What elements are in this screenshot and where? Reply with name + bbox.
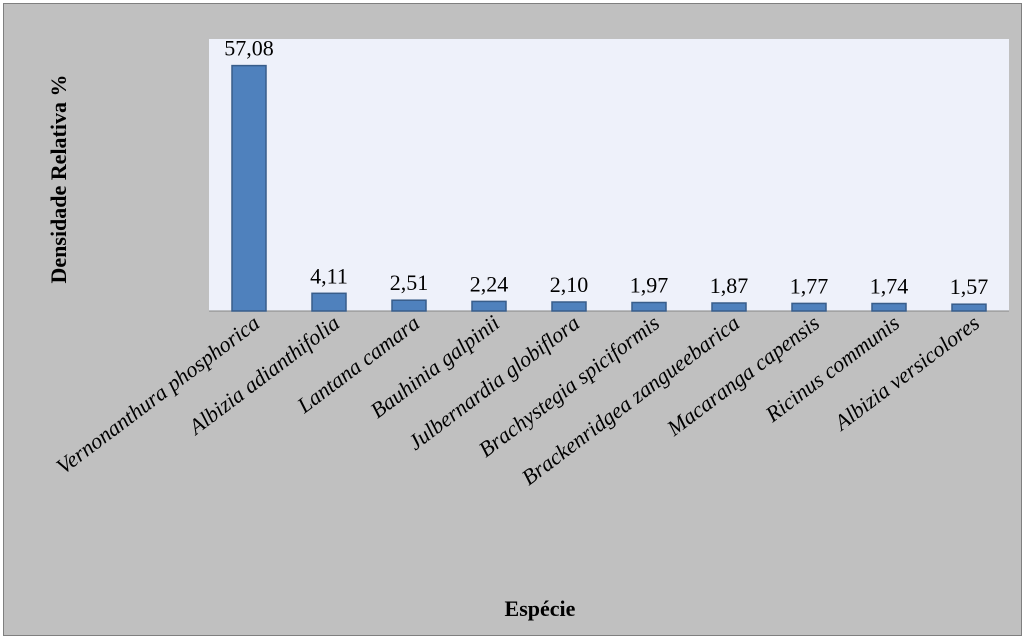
- chart-frame: 57,08 4,11 2,51 2,24 2,10 1,97 1,87 1,77 1,74 1,5…: [3, 3, 1022, 636]
- bar-8: [791, 302, 827, 312]
- y-axis-title: Densidade Relativa %: [46, 75, 71, 284]
- data-label-8: 1,77: [790, 273, 829, 298]
- bar-7: [711, 302, 747, 312]
- bar-9: [871, 302, 907, 312]
- data-label-1: 57,08: [224, 36, 274, 61]
- bar-6: [631, 301, 667, 312]
- data-label-6: 1,97: [630, 273, 669, 298]
- bar-1: [231, 64, 267, 312]
- bars-group: [231, 64, 987, 312]
- bar-2: [311, 292, 347, 312]
- bar-4: [471, 300, 507, 312]
- category-label-10: Albizia versicolores: [828, 310, 984, 436]
- data-label-9: 1,74: [870, 274, 909, 299]
- bar-3: [391, 299, 427, 312]
- bar-5: [551, 301, 587, 312]
- bar-chart: 57,08 4,11 2,51 2,24 2,10 1,97 1,87 1,77 1,74 1,5…: [46, 36, 1009, 621]
- data-labels-group: 57,08 4,11 2,51 2,24 2,10 1,97 1,87 1,77 1,74 1,5…: [224, 36, 988, 300]
- plot-area: [209, 39, 1009, 311]
- data-label-2: 4,11: [310, 263, 348, 288]
- data-label-10: 1,57: [950, 274, 989, 299]
- x-axis-title: Espécie: [505, 596, 576, 621]
- bar-10: [951, 303, 987, 312]
- data-label-3: 2,51: [390, 270, 429, 295]
- data-label-4: 2,24: [470, 271, 509, 296]
- data-label-5: 2,10: [550, 272, 589, 297]
- data-label-7: 1,87: [710, 273, 749, 298]
- category-label-9: Ricinus communis: [760, 310, 904, 427]
